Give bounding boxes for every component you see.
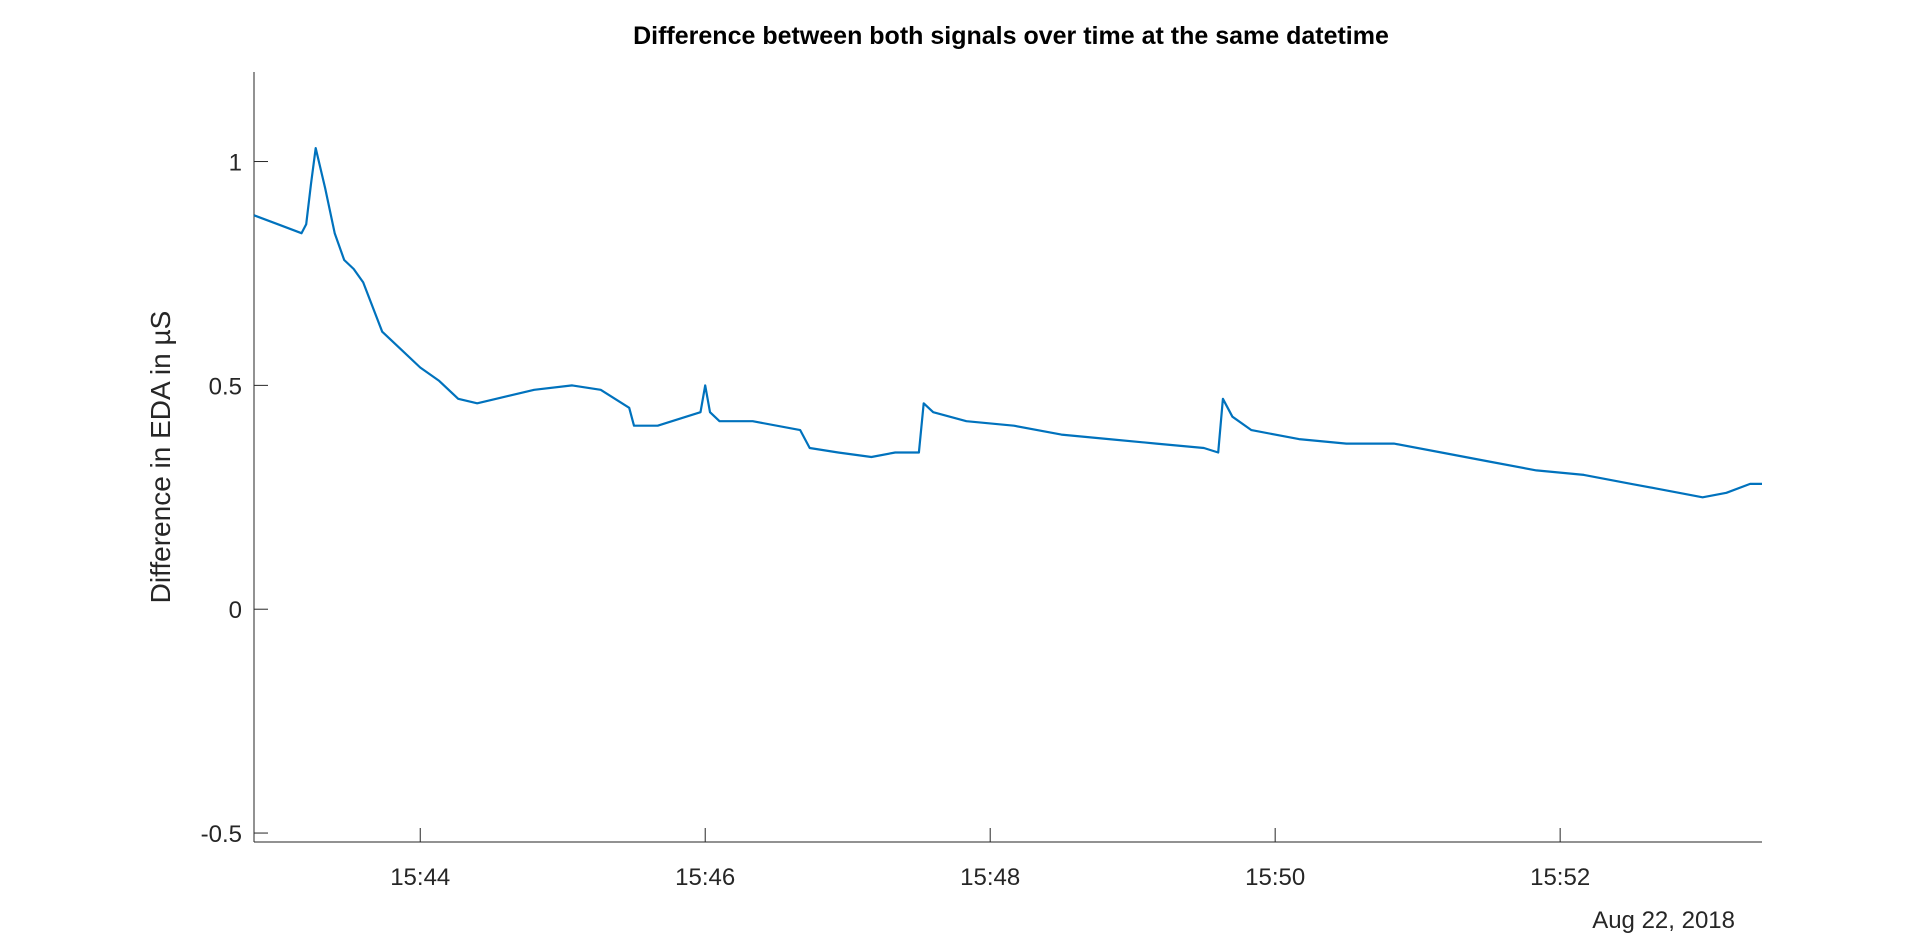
x-tick-label: 15:46 bbox=[675, 864, 735, 891]
x-tick-label: 15:44 bbox=[390, 864, 450, 891]
y-axis-label: Difference in EDA in µS bbox=[145, 311, 176, 604]
date-label: Aug 22, 2018 bbox=[1592, 907, 1735, 934]
series-line bbox=[253, 147, 1762, 499]
y-tick-label: 0 bbox=[229, 597, 242, 624]
axes: -0.5 0 0.5 1 15:44 15:46 15:48 15:50 15:52 bbox=[201, 72, 1762, 891]
y-tick-label: 1 bbox=[229, 150, 242, 177]
y-tick-label: -0.5 bbox=[201, 821, 242, 848]
plot-area bbox=[253, 147, 1762, 499]
y-tick-label: 0.5 bbox=[209, 373, 242, 400]
x-tick-label: 15:52 bbox=[1530, 864, 1590, 891]
x-tick-label: 15:50 bbox=[1245, 864, 1305, 891]
chart-title: Difference between both signals over tim… bbox=[633, 22, 1389, 50]
x-tick-label: 15:48 bbox=[960, 864, 1020, 891]
